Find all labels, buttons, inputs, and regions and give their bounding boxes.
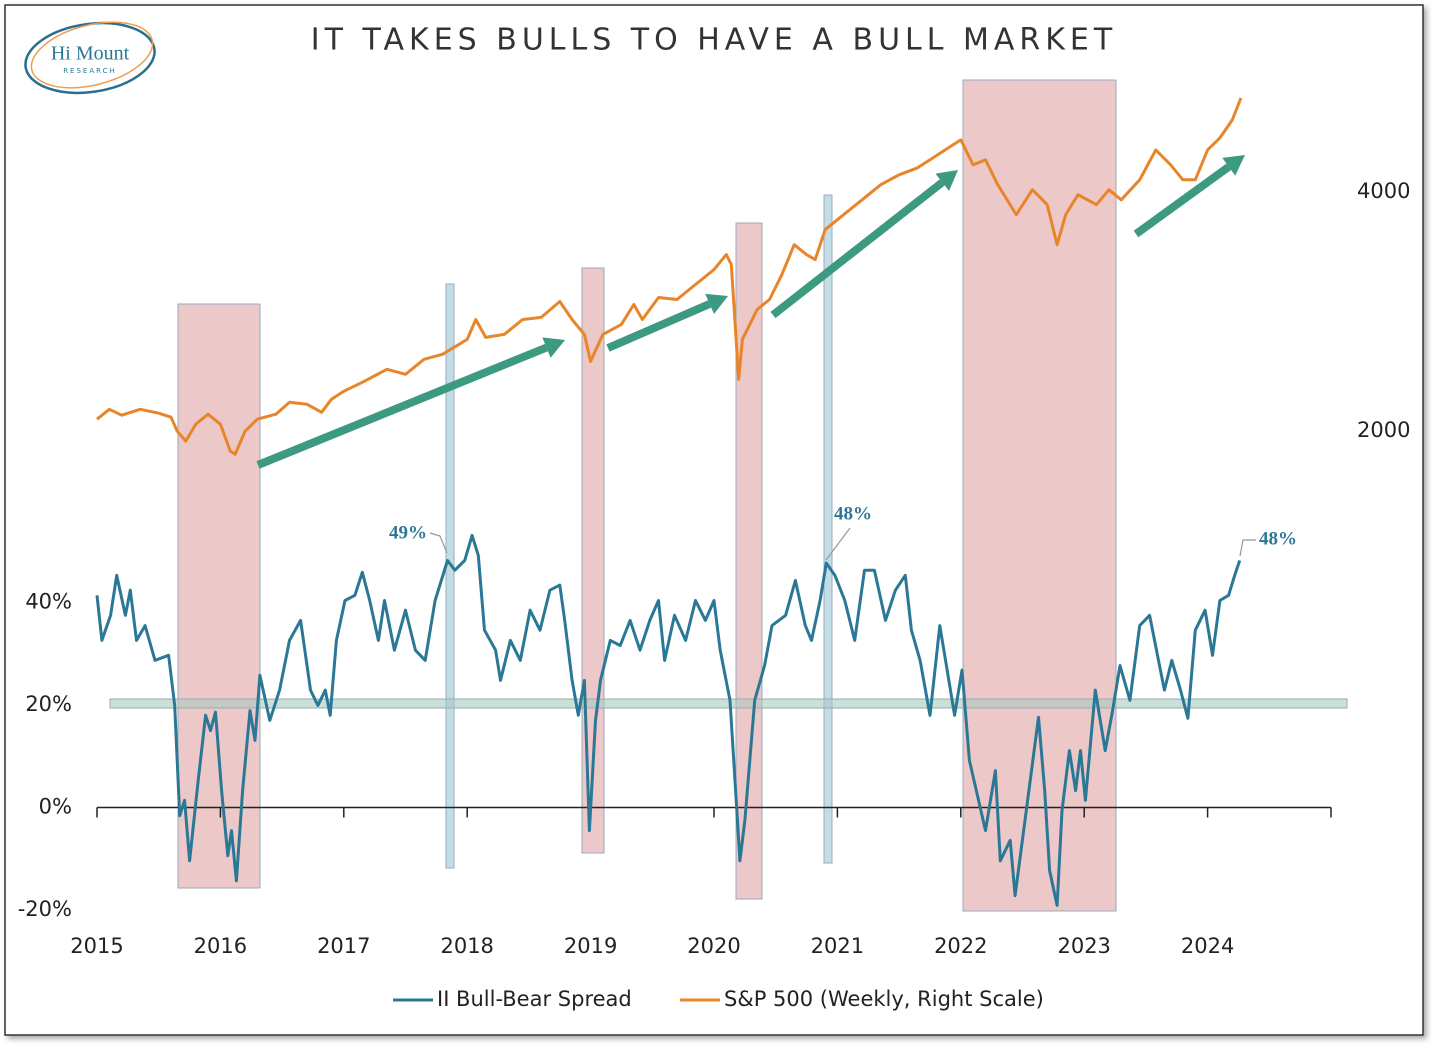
shaded-period [823, 194, 833, 864]
highlights [109, 79, 1348, 912]
shaded-period [962, 79, 1117, 912]
x-tick-label: 2020 [687, 934, 740, 958]
x-tick-label: 2023 [1057, 934, 1110, 958]
legend-label: S&P 500 (Weekly, Right Scale) [724, 987, 1044, 1011]
y-tick-label: 40% [25, 590, 72, 614]
annotation: 48% [1259, 528, 1297, 549]
arrow-head [705, 293, 728, 315]
arrow-head [1222, 155, 1245, 176]
series-line [96, 97, 1243, 456]
logo-tagline: RESEARCH [63, 67, 117, 75]
series-line [95, 533, 1242, 907]
x-tick-label: 2017 [317, 934, 370, 958]
y2-tick-label: 2000 [1357, 418, 1410, 442]
annotation-leader [429, 532, 448, 554]
y-tick-label: -20% [18, 897, 72, 921]
chart-title: IT TAKES BULLS TO HAVE A BULL MARKET [311, 23, 1117, 58]
x-tick-label: 2018 [440, 934, 493, 958]
arrow-shaft [606, 300, 712, 352]
x-tick-label: 2022 [934, 934, 987, 958]
annotation: 49% [389, 522, 427, 543]
x-tick-label: 2016 [194, 934, 247, 958]
y2-tick-label: 4000 [1357, 179, 1410, 203]
arrow-shaft [256, 343, 548, 469]
legend-label: II Bull-Bear Spread [437, 987, 632, 1011]
x-tick-label: 2019 [564, 934, 617, 958]
logo: Hi Mount RESEARCH [24, 21, 156, 95]
arrow-head [935, 170, 958, 191]
y-tick-label: 0% [39, 795, 72, 819]
x-tick-label: 2015 [70, 934, 123, 958]
shaded-period [445, 283, 455, 869]
arrows [256, 155, 1245, 469]
annotation: 48% [834, 503, 872, 524]
annotation-leader [1239, 539, 1256, 557]
shaded-period [177, 303, 261, 889]
x-tick-label: 2024 [1181, 934, 1234, 958]
arrow-head [542, 337, 565, 358]
arrow-shaft [770, 179, 945, 319]
y-tick-label: 20% [25, 692, 72, 716]
x-tick-label: 2021 [811, 934, 864, 958]
logo-name: Hi Mount [51, 43, 130, 65]
annotation-leader [825, 527, 851, 561]
arrow-shaft [1133, 163, 1232, 238]
